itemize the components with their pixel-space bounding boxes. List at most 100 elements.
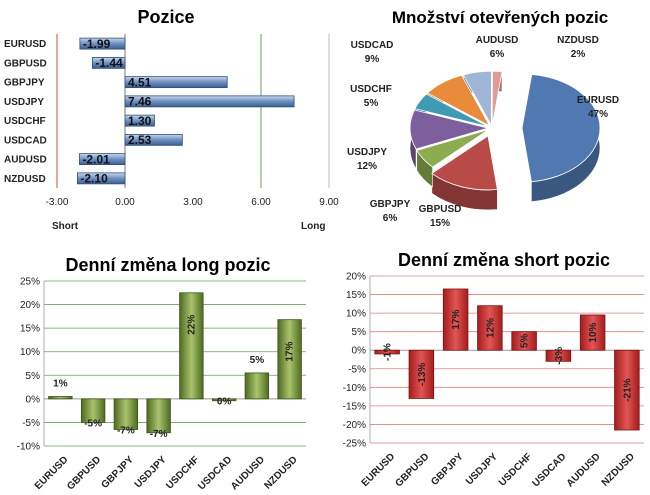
bar-eurusd (48, 396, 73, 400)
data-label-nzdusd: -21% (622, 378, 633, 401)
y-tick-label: -20% (343, 420, 366, 431)
category-label-gbpusd: GBPUSD (393, 451, 431, 489)
category-label-gbpusd: GBPUSD (65, 454, 103, 492)
bar-usdcad (124, 133, 183, 146)
category-label-audusd: AUDUSD (4, 155, 47, 166)
y-tick-label: -25% (343, 439, 366, 450)
category-label-usdjpy: USDJPY (4, 97, 44, 108)
pie-percent-usdjpy: 12% (357, 161, 377, 172)
bar-usdcad (545, 349, 572, 362)
y-tick-label: 0% (352, 346, 367, 357)
pie-label-usdjpy: USDJPY (347, 147, 387, 158)
category-label-nzdusd: NZDUSD (4, 174, 46, 185)
category-label-gbpusd: GBPUSD (4, 58, 47, 69)
y-tick-label: -5% (22, 418, 40, 429)
y-tick-label: 15% (20, 324, 40, 335)
pie-label-usdchf: USDCHF (350, 84, 392, 95)
bar-value-usdcad: 2.53 (128, 133, 152, 147)
bar-usdchf (511, 331, 537, 351)
short-label: Short (52, 221, 79, 232)
category-label-eurusd: EURUSD (4, 39, 46, 50)
category-label-nzdusd: NZDUSD (263, 454, 300, 491)
y-tick-label: 5% (352, 327, 367, 338)
category-label-usdcad: USDCAD (196, 454, 234, 492)
category-label-nzdusd: NZDUSD (600, 451, 637, 488)
data-label-audusd: 5% (250, 355, 265, 366)
x-tick-label: 6.00 (251, 197, 271, 208)
category-label-audusd: AUDUSD (565, 451, 603, 489)
bar-usdchf (124, 114, 155, 127)
bar-audusd (579, 314, 606, 351)
category-label-usdcad: USDCAD (530, 451, 568, 489)
bar-value-gbpjpy: 4.51 (128, 75, 152, 89)
data-label-usdcad: 0% (217, 397, 232, 408)
category-label-gbpjpy: GBPJPY (429, 451, 466, 488)
open-positions-pie: Množství otevřených pozic EURUSD 47% GBPUS… (347, 8, 619, 229)
x-tick-label: 3.00 (183, 197, 203, 208)
pie-percent-eurusd: 47% (588, 109, 608, 120)
bar-nzdusd (614, 349, 640, 431)
bar-audusd (244, 372, 270, 400)
pie-slice-nzdusd (491, 70, 503, 126)
bar-value-gbpusd: -1.44 (95, 56, 123, 70)
y-tick-label: 10% (346, 309, 366, 320)
category-label-audusd: AUDUSD (229, 454, 267, 492)
bar-usdchf (179, 292, 204, 400)
bar-nzdusd (77, 172, 126, 185)
y-tick-label: 20% (20, 300, 40, 311)
data-label-usdjpy: 12% (485, 318, 496, 338)
category-label-gbpjpy: GBPJPY (4, 78, 45, 89)
data-label-audusd: 10% (588, 322, 599, 342)
bar-gbpjpy (442, 288, 469, 351)
bar-gbpusd (80, 398, 106, 423)
x-tick-label: 0.00 (115, 197, 135, 208)
data-label-eurusd: 1% (53, 379, 68, 390)
short-change-chart: Denní změna short pozic -25% -20% -15% -10%… (343, 250, 644, 489)
pie-percent-usdcad: 9% (365, 54, 380, 65)
data-label-usdchf: 5% (520, 334, 531, 349)
category-label-usdchf: USDCHF (4, 116, 46, 127)
short-change-title: Denní změna short pozic (398, 250, 610, 270)
y-tick-label: 20% (346, 272, 366, 283)
pie-slice-eurusd (521, 74, 601, 183)
long-change-title: Denní změna long pozic (65, 255, 270, 275)
x-tick-label: -3.00 (46, 197, 69, 208)
pie-percent-audusd: 6% (490, 49, 505, 60)
bar-audusd (79, 153, 126, 166)
bar-value-eurusd: -1.99 (83, 37, 111, 51)
pie-label-usdcad: USDCAD (351, 40, 394, 51)
bar-gbpjpy (124, 76, 228, 89)
category-label-usdjpy: USDJPY (133, 454, 169, 490)
long-change-chart: Denní změna long pozic -10% -5% 0% 5% 10% 15%… (17, 255, 306, 492)
category-label-gbpjpy: GBPJPY (100, 454, 137, 491)
long-label: Long (301, 221, 325, 232)
positions-title: Pozice (137, 7, 194, 27)
pie-slice-gbpusd (431, 135, 498, 191)
bar-value-audusd: -2.01 (82, 152, 110, 166)
y-tick-label: 5% (26, 371, 41, 382)
y-tick-label: -15% (343, 401, 366, 412)
y-tick-label: 25% (20, 277, 40, 288)
bar-gbpjpy (113, 398, 139, 430)
bar-gbpusd (91, 56, 126, 69)
y-tick-label: -10% (17, 442, 40, 453)
data-label-nzdusd: 17% (285, 342, 296, 362)
pie-slice-gbpjpy (416, 129, 489, 168)
pie-slice-usdcad (426, 74, 491, 127)
bar-usdjpy (477, 305, 503, 351)
data-label-usdchf: 22% (186, 315, 197, 335)
bar-value-usdjpy: 7.46 (128, 95, 152, 109)
category-label-eurusd: EURUSD (360, 451, 398, 489)
pie-percent-usdchf: 5% (364, 98, 379, 109)
pie-percent-gbpjpy: 6% (383, 213, 398, 224)
bar-usdjpy (146, 398, 171, 434)
bar-nzdusd (277, 319, 302, 400)
data-label-usdcad: -3% (554, 347, 565, 365)
bar-eurusd (374, 349, 400, 355)
data-label-gbpusd: -13% (417, 363, 428, 386)
category-label-usdcad: USDCAD (4, 135, 47, 146)
pie-label-gbpusd: GBPUSD (419, 204, 462, 215)
bar-eurusd (79, 37, 126, 50)
y-tick-label: 15% (346, 290, 366, 301)
y-tick-label: -5% (348, 364, 366, 375)
